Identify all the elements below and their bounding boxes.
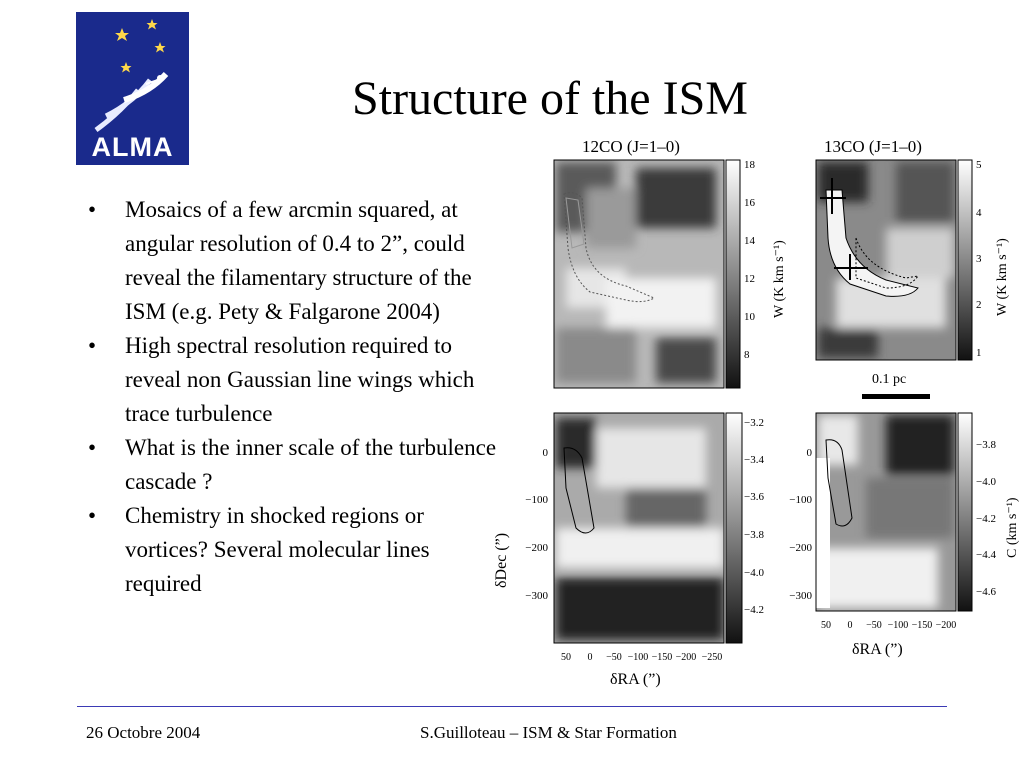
x-axis-label-right: δRA (”): [852, 641, 903, 658]
tick-label: −100: [525, 494, 548, 506]
tick-label: −200: [676, 652, 697, 663]
list-item: What is the inner scale of the turbulenc…: [88, 431, 498, 499]
tick-label: −100: [888, 620, 909, 631]
x-axis-label-left: δRA (”): [610, 671, 661, 688]
tick-label: −150: [652, 652, 673, 663]
tick-label: −100: [789, 494, 812, 506]
footer-author: S.Guilloteau – ISM & Star Formation: [420, 723, 677, 742]
list-item: High spectral resolution required to rev…: [88, 329, 498, 431]
tick-label: −250: [702, 652, 723, 663]
x-axis-ticks-right: 50 0 −50 −100 −150 −200: [821, 620, 956, 631]
tick-label: −4.2: [744, 604, 764, 616]
tick-label: −300: [789, 590, 812, 602]
colorbar-12co: [725, 159, 741, 389]
tick-label: 4: [976, 207, 982, 219]
tick-label: 8: [744, 349, 750, 361]
tick-label: 0: [848, 620, 853, 631]
tick-label: 14: [744, 235, 756, 247]
panel-12co-title: 12CO (J=1–0): [582, 137, 680, 156]
colorbar-13co-ticks: 5 4 3 2 1: [976, 159, 982, 359]
y-axis-ticks: 0 −100 −200 −300: [525, 447, 548, 602]
tick-label: −3.8: [976, 439, 996, 451]
tick-label: 18: [744, 159, 756, 171]
tick-label: 0: [588, 652, 593, 663]
tick-label: −150: [912, 620, 933, 631]
tick-label: 0: [807, 447, 813, 459]
tick-label: −100: [628, 652, 649, 663]
tick-label: 12: [744, 273, 755, 285]
tick-label: −200: [525, 542, 548, 554]
tick-label: 5: [976, 159, 982, 171]
colorbar-13co-label: W (K km s⁻¹): [995, 238, 1010, 316]
list-item: Chemistry in shocked regions or vortices…: [88, 499, 498, 601]
footer-divider: [77, 706, 947, 707]
page-title: Structure of the ISM: [352, 72, 748, 125]
tick-label: −3.4: [744, 454, 764, 466]
ism-maps-svg: 12CO (J=1–0) 18 16: [493, 137, 1020, 688]
tick-label: 0: [543, 447, 549, 459]
colorbar-c-right-ticks: −3.8 −4.0 −4.2 −4.4 −4.6: [976, 439, 996, 598]
ism-maps-figure: 12CO (J=1–0) 18 16: [486, 128, 1024, 690]
tick-label: −300: [525, 590, 548, 602]
tick-label: −3.2: [744, 417, 764, 429]
colorbar-c-left-ticks: −3.2 −3.4 −3.6 −3.8 −4.0 −4.2: [744, 417, 764, 616]
tick-label: 50: [821, 620, 831, 631]
tick-label: −4.0: [744, 567, 764, 579]
scale-bar-label: 0.1 pc: [872, 372, 906, 387]
list-item: Mosaics of a few arcmin squared, at angu…: [88, 193, 498, 329]
tick-label: 2: [976, 299, 982, 311]
x-axis-ticks-left: 50 0 −50 −100 −150 −200 −250: [561, 652, 722, 663]
y-axis-label: δDec (”): [493, 533, 510, 588]
tick-label: 3: [976, 253, 982, 265]
tick-label: −50: [866, 620, 882, 631]
antenna-stars-graphic: [94, 19, 169, 133]
panel-13co: 13CO (J=1–0) 5: [815, 137, 1010, 361]
footer-date: 26 Octobre 2004: [86, 723, 201, 742]
tick-label: 16: [744, 197, 756, 209]
panel-centroid-left: −3.2 −3.4 −3.6 −3.8 −4.0 −4.2 0 −100 −20…: [493, 412, 764, 688]
colorbar-c-left: [725, 412, 743, 644]
tick-label: −4.0: [976, 476, 996, 488]
panel-13co-title: 13CO (J=1–0): [824, 137, 922, 156]
tick-label: −4.2: [976, 513, 996, 525]
tick-label: −3.6: [744, 491, 764, 503]
panel-centroid-right: −3.8 −4.0 −4.2 −4.4 −4.6 C (km s⁻¹) 0 −1…: [789, 412, 1020, 658]
tick-label: −50: [606, 652, 622, 663]
scale-bar: [862, 394, 930, 399]
colorbar-13co: [957, 159, 973, 361]
colorbar-c-right: [957, 412, 973, 612]
tick-label: −200: [789, 542, 812, 554]
colorbar-12co-ticks: 18 16 14 12 10 8: [744, 159, 756, 361]
bullet-list: Mosaics of a few arcmin squared, at angu…: [88, 193, 498, 601]
alma-logo: ALMA: [76, 12, 189, 165]
tick-label: −4.6: [976, 586, 996, 598]
logo-text: ALMA: [91, 132, 174, 162]
colorbar-c-right-label: C (km s⁻¹): [1005, 497, 1020, 558]
tick-label: −200: [936, 620, 957, 631]
tick-label: 50: [561, 652, 571, 663]
tick-label: −4.4: [976, 549, 996, 561]
tick-label: −3.8: [744, 529, 764, 541]
tick-label: 10: [744, 311, 756, 323]
tick-label: 1: [976, 347, 982, 359]
panel-12co: 12CO (J=1–0) 18 16: [553, 137, 787, 389]
y-axis-ticks-right: 0 −100 −200 −300: [789, 447, 812, 602]
colorbar-12co-label: W (K km s⁻¹): [772, 240, 787, 318]
